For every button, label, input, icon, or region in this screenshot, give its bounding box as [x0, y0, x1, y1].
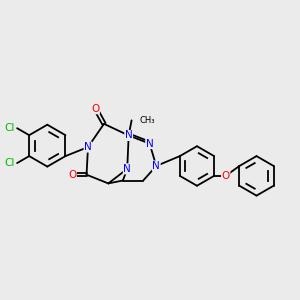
Text: CH₃: CH₃ [140, 116, 155, 125]
Text: N: N [84, 142, 92, 152]
Text: N: N [146, 139, 154, 148]
Text: N: N [123, 164, 131, 174]
Text: O: O [68, 170, 76, 180]
Text: Cl: Cl [4, 123, 15, 133]
Text: Cl: Cl [4, 158, 15, 168]
Text: N: N [152, 161, 160, 171]
Text: N: N [125, 130, 133, 140]
Text: O: O [91, 104, 99, 114]
Text: O: O [222, 171, 230, 181]
